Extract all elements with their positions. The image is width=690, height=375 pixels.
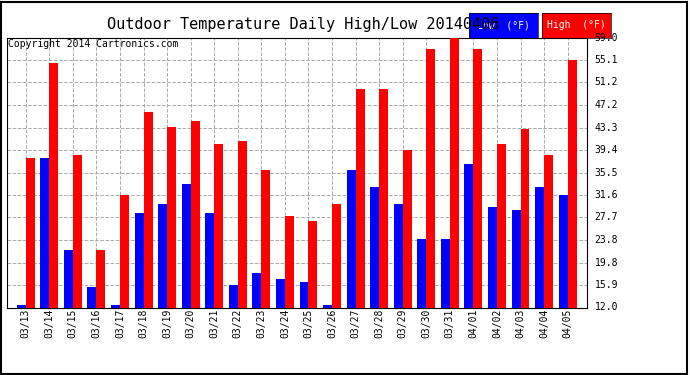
Text: 55.1: 55.1 bbox=[595, 55, 618, 65]
Bar bbox=[120, 195, 129, 308]
Bar bbox=[190, 121, 199, 308]
Text: High  (°F): High (°F) bbox=[546, 20, 606, 30]
Bar bbox=[426, 49, 435, 308]
Bar bbox=[520, 129, 529, 308]
Text: Outdoor Temperature Daily High/Low 20140406: Outdoor Temperature Daily High/Low 20140… bbox=[108, 17, 500, 32]
Bar bbox=[308, 221, 317, 308]
Bar bbox=[73, 155, 82, 308]
Bar bbox=[380, 89, 388, 308]
Text: 23.8: 23.8 bbox=[595, 235, 618, 245]
Text: 59.0: 59.0 bbox=[595, 33, 618, 42]
Bar bbox=[299, 282, 308, 308]
Bar bbox=[323, 304, 332, 307]
Bar bbox=[64, 250, 73, 307]
Bar bbox=[417, 238, 426, 308]
Bar bbox=[97, 250, 106, 307]
Bar bbox=[568, 60, 577, 308]
Text: 51.2: 51.2 bbox=[595, 77, 618, 87]
Bar bbox=[214, 144, 223, 308]
Bar bbox=[158, 204, 167, 308]
Bar bbox=[262, 170, 270, 308]
Text: Low  (°F): Low (°F) bbox=[477, 20, 530, 30]
Bar bbox=[488, 207, 497, 308]
Text: 12.0: 12.0 bbox=[595, 303, 618, 312]
Bar bbox=[181, 184, 190, 308]
Bar bbox=[167, 126, 176, 308]
Text: Copyright 2014 Cartronics.com: Copyright 2014 Cartronics.com bbox=[8, 39, 179, 50]
Bar bbox=[285, 216, 294, 308]
Bar bbox=[238, 141, 247, 308]
Bar bbox=[464, 164, 473, 308]
Text: 31.6: 31.6 bbox=[595, 190, 618, 200]
Bar bbox=[497, 144, 506, 308]
Bar bbox=[88, 287, 97, 308]
Bar bbox=[17, 304, 26, 307]
Bar bbox=[346, 170, 355, 308]
Bar bbox=[559, 195, 568, 308]
Bar bbox=[450, 38, 459, 308]
Text: 35.5: 35.5 bbox=[595, 168, 618, 177]
Bar bbox=[206, 213, 214, 308]
Bar bbox=[403, 150, 412, 308]
Bar bbox=[473, 49, 482, 308]
Bar bbox=[276, 279, 285, 308]
Bar bbox=[253, 273, 262, 308]
Text: 27.7: 27.7 bbox=[595, 212, 618, 222]
Bar bbox=[511, 210, 520, 308]
Bar bbox=[111, 304, 120, 307]
Bar bbox=[441, 238, 450, 308]
Text: 43.3: 43.3 bbox=[595, 123, 618, 133]
Bar bbox=[535, 187, 544, 308]
Bar bbox=[332, 204, 341, 308]
Text: 19.8: 19.8 bbox=[595, 258, 618, 268]
Bar bbox=[49, 63, 58, 308]
Bar bbox=[544, 155, 553, 308]
Text: 15.9: 15.9 bbox=[595, 280, 618, 290]
Bar bbox=[144, 112, 152, 308]
Bar bbox=[371, 187, 380, 308]
Bar bbox=[26, 158, 34, 308]
Bar bbox=[394, 204, 403, 308]
Bar bbox=[229, 285, 238, 308]
Text: 39.4: 39.4 bbox=[595, 145, 618, 155]
Bar bbox=[40, 158, 49, 308]
Bar bbox=[355, 89, 364, 308]
Text: 47.2: 47.2 bbox=[595, 100, 618, 110]
Bar bbox=[135, 213, 144, 308]
